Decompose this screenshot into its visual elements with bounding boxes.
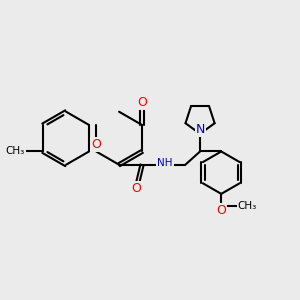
Text: O: O bbox=[91, 139, 101, 152]
Text: NH: NH bbox=[157, 158, 173, 168]
Text: N: N bbox=[196, 123, 205, 136]
Text: O: O bbox=[131, 182, 141, 195]
Text: CH₃: CH₃ bbox=[237, 201, 256, 211]
Text: O: O bbox=[217, 204, 226, 217]
Text: CH₃: CH₃ bbox=[5, 146, 25, 157]
Text: O: O bbox=[137, 95, 147, 109]
